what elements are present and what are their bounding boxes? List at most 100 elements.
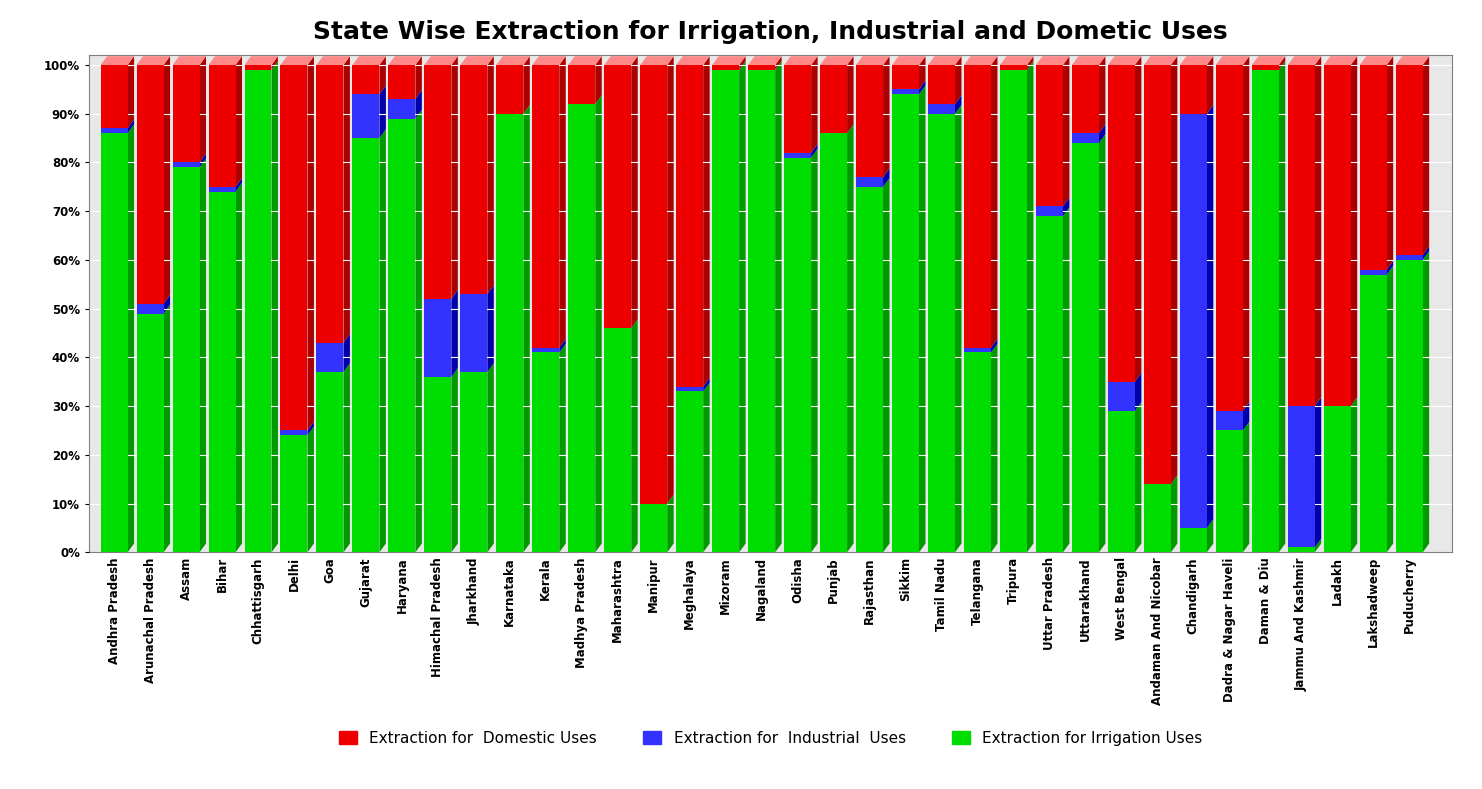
Polygon shape <box>963 353 991 552</box>
Polygon shape <box>344 363 350 552</box>
Polygon shape <box>307 421 314 436</box>
Polygon shape <box>379 129 385 552</box>
Polygon shape <box>892 56 926 65</box>
Polygon shape <box>928 104 954 114</box>
Polygon shape <box>1423 251 1429 552</box>
Polygon shape <box>1180 114 1206 528</box>
Polygon shape <box>101 65 127 129</box>
Polygon shape <box>415 110 422 552</box>
Polygon shape <box>317 56 350 65</box>
Polygon shape <box>209 192 236 552</box>
Polygon shape <box>640 65 667 503</box>
Polygon shape <box>271 61 279 552</box>
Polygon shape <box>424 56 458 65</box>
Polygon shape <box>127 125 133 552</box>
Polygon shape <box>280 65 307 431</box>
Polygon shape <box>1350 398 1358 552</box>
Polygon shape <box>136 313 163 552</box>
Polygon shape <box>740 61 745 552</box>
Polygon shape <box>1027 56 1033 70</box>
Polygon shape <box>1359 65 1387 270</box>
Polygon shape <box>820 56 854 65</box>
Polygon shape <box>1109 65 1135 382</box>
Polygon shape <box>317 372 344 552</box>
Polygon shape <box>748 56 781 65</box>
Polygon shape <box>1423 246 1429 260</box>
Polygon shape <box>1036 56 1070 65</box>
Polygon shape <box>892 65 919 89</box>
Polygon shape <box>1252 56 1285 65</box>
Polygon shape <box>496 65 523 114</box>
Polygon shape <box>1288 406 1315 548</box>
Polygon shape <box>1252 70 1279 552</box>
Polygon shape <box>848 56 854 133</box>
Polygon shape <box>163 56 170 304</box>
Polygon shape <box>676 65 702 387</box>
Polygon shape <box>811 144 818 158</box>
Polygon shape <box>388 99 415 118</box>
Polygon shape <box>1063 208 1070 552</box>
Polygon shape <box>640 503 667 552</box>
Polygon shape <box>1215 65 1243 411</box>
Polygon shape <box>172 163 200 167</box>
Polygon shape <box>1323 65 1350 406</box>
Polygon shape <box>596 95 602 552</box>
Polygon shape <box>424 377 452 552</box>
Polygon shape <box>1315 398 1322 548</box>
Polygon shape <box>163 305 170 552</box>
Polygon shape <box>1215 411 1243 431</box>
Polygon shape <box>1252 65 1279 70</box>
Polygon shape <box>748 65 775 70</box>
Polygon shape <box>317 65 344 342</box>
Polygon shape <box>523 56 529 114</box>
Polygon shape <box>1109 382 1135 411</box>
Polygon shape <box>1071 143 1100 552</box>
Polygon shape <box>200 154 206 167</box>
Polygon shape <box>991 56 997 348</box>
Polygon shape <box>461 65 488 294</box>
Polygon shape <box>1109 411 1135 552</box>
Polygon shape <box>605 56 637 65</box>
Polygon shape <box>280 56 314 65</box>
Polygon shape <box>702 56 710 387</box>
Polygon shape <box>954 105 962 552</box>
Polygon shape <box>676 387 702 391</box>
Polygon shape <box>605 65 631 328</box>
Polygon shape <box>991 338 997 353</box>
Polygon shape <box>209 187 236 192</box>
Polygon shape <box>200 159 206 552</box>
Polygon shape <box>1135 56 1141 382</box>
Polygon shape <box>963 56 997 65</box>
Polygon shape <box>568 104 596 552</box>
Polygon shape <box>713 70 740 552</box>
Polygon shape <box>488 286 494 372</box>
Polygon shape <box>848 125 854 552</box>
Polygon shape <box>1279 56 1285 70</box>
Polygon shape <box>1000 70 1027 552</box>
Polygon shape <box>954 56 962 104</box>
Polygon shape <box>568 56 602 65</box>
Polygon shape <box>209 56 242 65</box>
Polygon shape <box>245 56 279 65</box>
Polygon shape <box>280 436 307 552</box>
Polygon shape <box>1144 484 1171 552</box>
Polygon shape <box>883 56 889 177</box>
Polygon shape <box>1063 197 1070 216</box>
Polygon shape <box>928 56 962 65</box>
Polygon shape <box>1243 421 1249 552</box>
Polygon shape <box>1171 56 1177 484</box>
Polygon shape <box>488 363 494 552</box>
Polygon shape <box>1315 56 1322 406</box>
Polygon shape <box>713 65 740 70</box>
Polygon shape <box>963 65 991 348</box>
Polygon shape <box>1288 65 1315 406</box>
Polygon shape <box>236 183 242 552</box>
Polygon shape <box>532 353 559 552</box>
Polygon shape <box>1180 56 1214 65</box>
Polygon shape <box>1144 56 1177 65</box>
Polygon shape <box>1359 275 1387 552</box>
Polygon shape <box>172 65 200 163</box>
Polygon shape <box>892 94 919 552</box>
Polygon shape <box>748 70 775 552</box>
Polygon shape <box>307 56 314 431</box>
